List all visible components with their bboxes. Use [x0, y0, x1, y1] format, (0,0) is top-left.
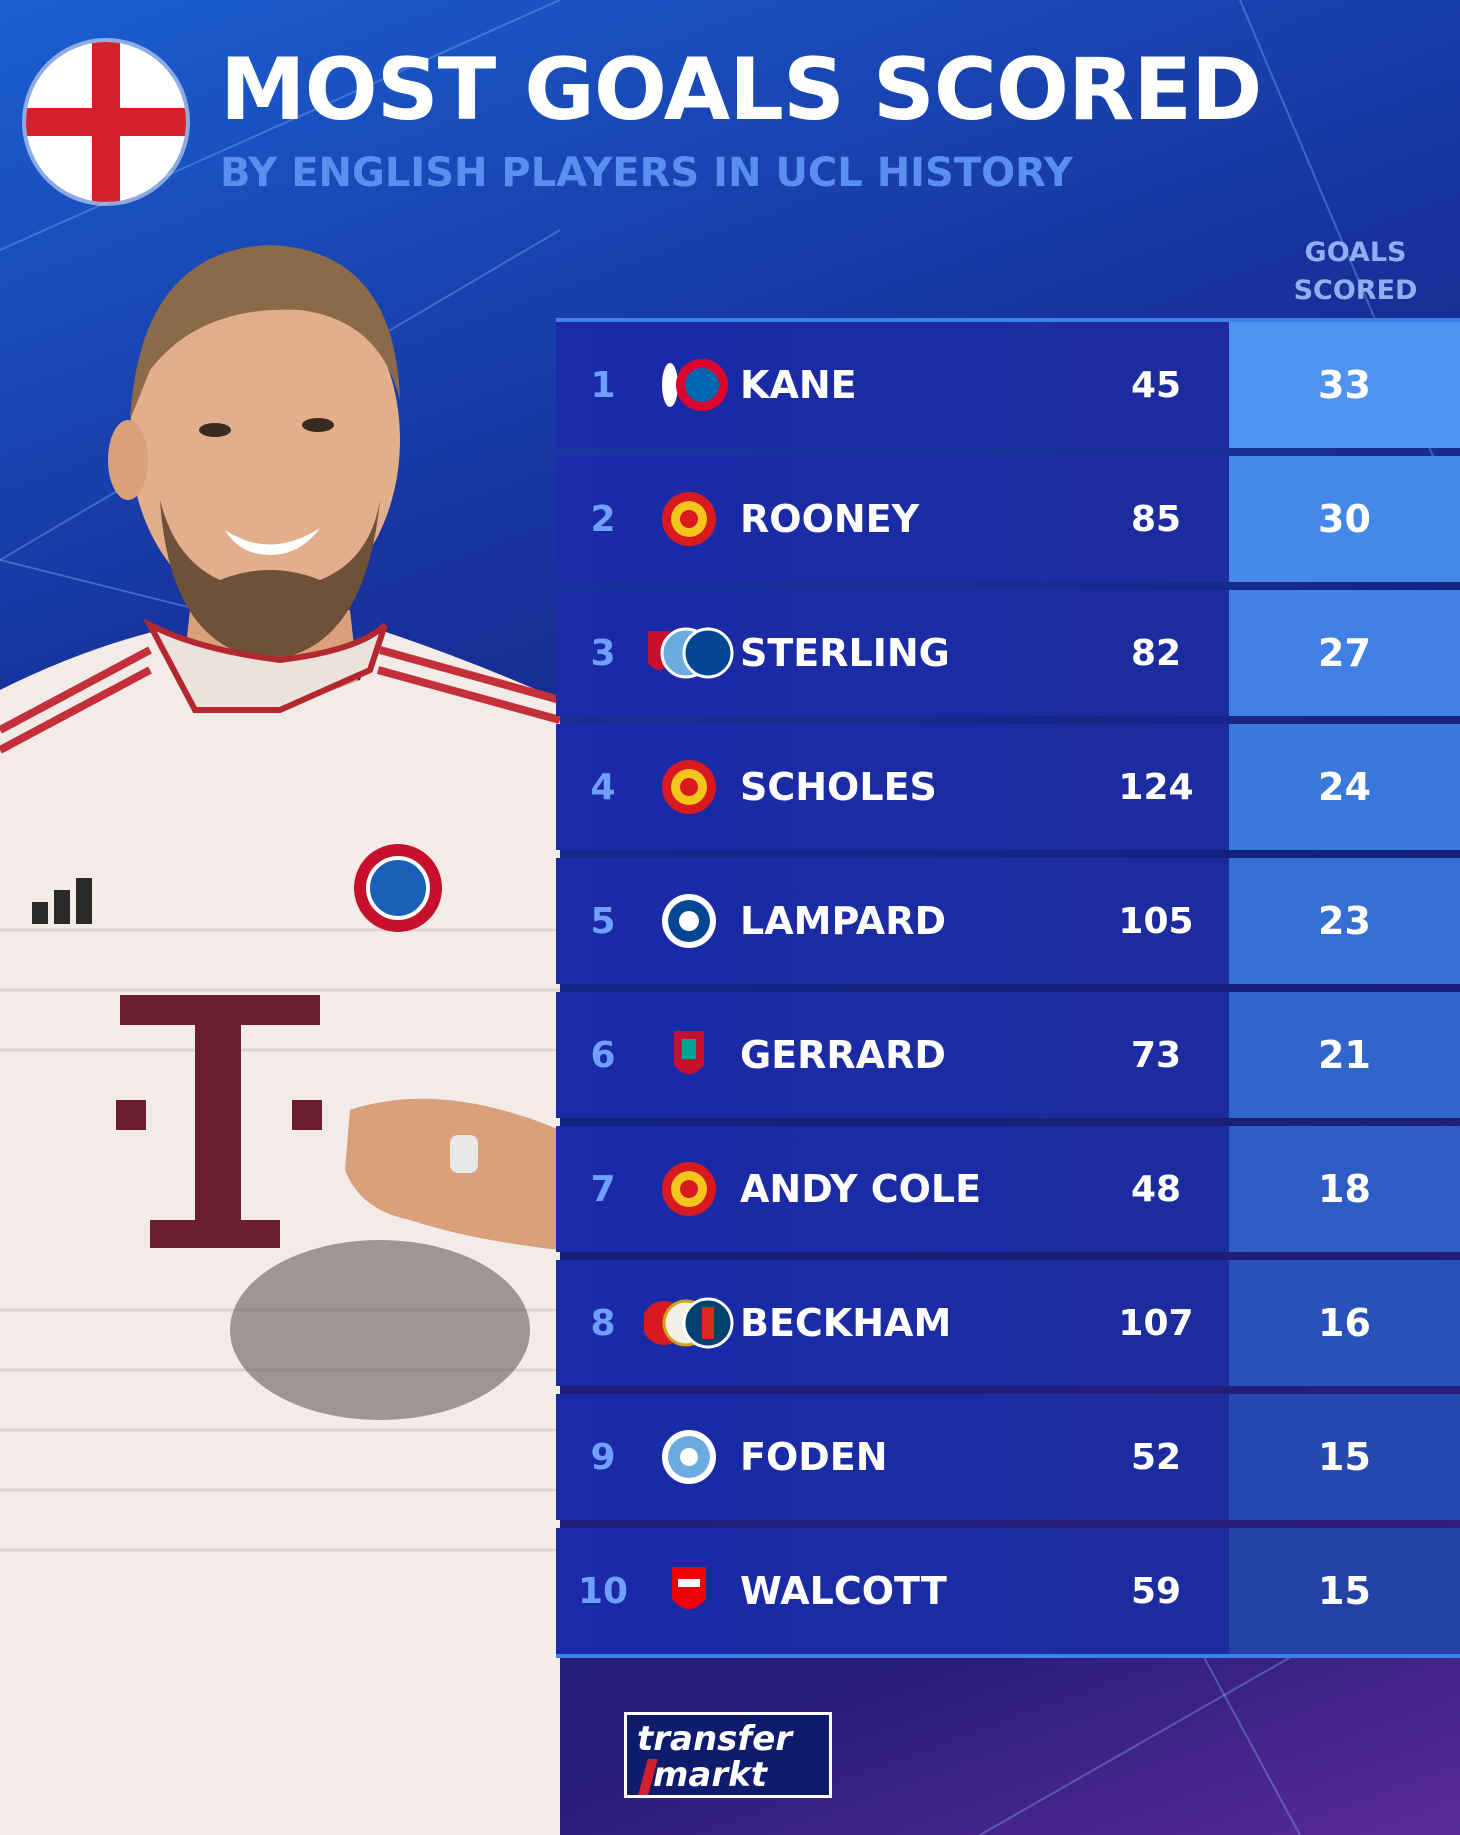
row-main: 1 KANE 45 — [556, 322, 1229, 448]
games-played-value: 105 — [1118, 900, 1194, 942]
rank-number: 2 — [590, 498, 616, 540]
goals-scored-value: 27 — [1229, 590, 1460, 716]
goals-scored-value: 15 — [1229, 1528, 1460, 1654]
leaderboard-table: 1 KANE 45 33 2 ROONEY 85 30 3 STERLING 82 27 4 SCHOLE… — [556, 322, 1460, 1662]
player-name: BECKHAM — [740, 1301, 952, 1345]
row-main: 7 ANDY COLE 48 — [556, 1126, 1229, 1252]
player-name: LAMPARD — [740, 899, 947, 943]
rank-number: 3 — [590, 632, 616, 674]
row-main: 8 BECKHAM 107 — [556, 1260, 1229, 1386]
rank-number: 5 — [590, 900, 616, 942]
games-played-value: 52 — [1130, 1436, 1182, 1478]
player-name: SCHOLES — [740, 765, 937, 809]
rank-number: 7 — [590, 1168, 616, 1210]
page-subtitle: BY ENGLISH PLAYERS IN UCL HISTORY — [220, 150, 1073, 196]
row-main: 9 FODEN 52 — [556, 1394, 1229, 1520]
table-row: 2 ROONEY 85 30 — [556, 456, 1460, 582]
arsenal-crest-icon — [672, 1567, 706, 1609]
goals-scored-value: 16 — [1229, 1260, 1460, 1386]
player-photo — [0, 245, 560, 1835]
table-row: 4 SCHOLES 124 24 — [556, 724, 1460, 850]
row-main: 3 STERLING 82 — [556, 590, 1229, 716]
games-played-value: 59 — [1130, 1570, 1182, 1612]
games-played-value: 107 — [1118, 1302, 1194, 1344]
rank-number: 10 — [577, 1570, 629, 1612]
rank-number: 1 — [590, 364, 616, 406]
goals-scored-value: 23 — [1229, 858, 1460, 984]
table-row: 3 STERLING 82 27 — [556, 590, 1460, 716]
table-row: 5 LAMPARD 105 23 — [556, 858, 1460, 984]
chelsea-crest-icon — [662, 894, 716, 948]
table-row: 7 ANDY COLE 48 18 — [556, 1126, 1460, 1252]
row-main: 10 WALCOTT 59 — [556, 1528, 1229, 1654]
table-row: 1 KANE 45 33 — [556, 322, 1460, 448]
goals-scored-value: 21 — [1229, 992, 1460, 1118]
liverpool-city-chelsea-crest-icon — [648, 627, 734, 679]
manchester-united-crest-icon — [662, 492, 716, 546]
tottenham-bayern-crest-icon — [662, 359, 728, 411]
games-played-value: 82 — [1130, 632, 1182, 674]
player-name: FODEN — [740, 1435, 888, 1479]
row-main: 6 GERRARD 73 — [556, 992, 1229, 1118]
goals-scored-value: 24 — [1229, 724, 1460, 850]
goals-scored-value: 15 — [1229, 1394, 1460, 1520]
logo-line-1: transfer — [637, 1719, 793, 1759]
rank-number: 8 — [590, 1302, 616, 1344]
manchester-united-crest-icon — [662, 760, 716, 814]
games-played-value: 85 — [1130, 498, 1182, 540]
row-main: 5 LAMPARD 105 — [556, 858, 1229, 984]
table-row: 9 FODEN 52 15 — [556, 1394, 1460, 1520]
table-row: 8 BECKHAM 107 16 — [556, 1260, 1460, 1386]
england-flag-icon — [26, 42, 186, 202]
goals-scored-value: 18 — [1229, 1126, 1460, 1252]
player-name: ROONEY — [740, 497, 920, 541]
manchester-united-crest-icon — [662, 1162, 716, 1216]
table-row: 6 GERRARD 73 21 — [556, 992, 1460, 1118]
player-name: WALCOTT — [740, 1569, 947, 1613]
table-top-divider — [556, 318, 1460, 322]
manchester-city-crest-icon — [662, 1430, 716, 1484]
player-name: KANE — [740, 363, 857, 407]
goals-scored-value: 30 — [1229, 456, 1460, 582]
goals-scored-header: GOALS SCORED — [1293, 237, 1418, 306]
transfermarkt-logo: transfer markt — [624, 1712, 832, 1798]
logo-line-2: markt — [653, 1755, 768, 1795]
row-main: 2 ROONEY 85 — [556, 456, 1229, 582]
liverpool-crest-icon — [674, 1031, 704, 1074]
player-name: GERRARD — [740, 1033, 946, 1077]
player-name: ANDY COLE — [740, 1167, 982, 1211]
united-madrid-psg-crest-icon — [644, 1297, 734, 1349]
games-played-value: 45 — [1130, 364, 1182, 406]
rank-number: 4 — [590, 766, 616, 808]
rank-number: 9 — [590, 1436, 616, 1478]
row-main: 4 SCHOLES 124 — [556, 724, 1229, 850]
player-name: STERLING — [740, 631, 950, 675]
page-title: MOST GOALS SCORED — [220, 40, 1262, 140]
goals-scored-value: 33 — [1229, 322, 1460, 448]
games-played-value: 73 — [1130, 1034, 1182, 1076]
games-played-value: 124 — [1118, 766, 1194, 808]
rank-number: 6 — [590, 1034, 616, 1076]
games-played-value: 48 — [1130, 1168, 1182, 1210]
table-bottom-divider — [556, 1654, 1460, 1658]
table-row: 10 WALCOTT 59 15 — [556, 1528, 1460, 1654]
